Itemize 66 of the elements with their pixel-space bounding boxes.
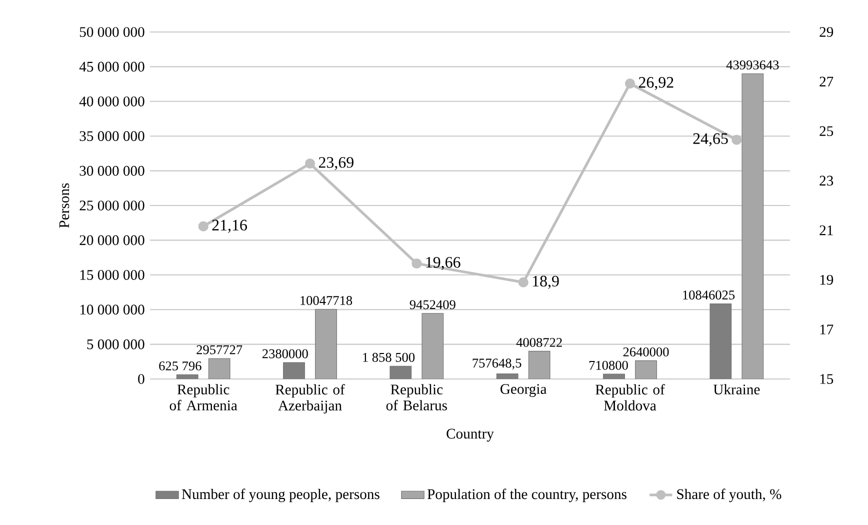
data-label: 9452409: [410, 300, 456, 310]
x-tick-label: Republic of Armenia: [170, 384, 238, 410]
x-tick-label: Republic of Azerbaijan: [276, 384, 345, 414]
data-label: 2640000: [623, 347, 669, 356]
data-label: 2380000: [262, 349, 308, 358]
data-label: 2957727: [196, 345, 242, 354]
y-tick-label: 0: [138, 374, 144, 384]
y2-tick-label: 19: [820, 274, 834, 285]
y-tick-label: 40 000 000: [79, 96, 144, 106]
y-tick-label: 15 000 000: [80, 270, 144, 280]
y2-tick-label: 15: [820, 374, 834, 384]
x-axis-title: Country: [446, 428, 494, 442]
data-label: 10846025: [683, 290, 735, 300]
bar: [422, 313, 444, 379]
point: [732, 134, 742, 145]
y-tick-label: 50 000 000: [80, 27, 144, 37]
bar: [710, 303, 732, 379]
bar: [176, 374, 198, 379]
y2-tick-label: 23: [820, 176, 834, 186]
y2-tick-label: 29: [820, 27, 834, 37]
y-tick-label: 30 000 000: [80, 166, 144, 176]
data-label: 24,65: [693, 133, 728, 146]
bar: [496, 373, 518, 379]
y-tick-label: 25 000 000: [80, 200, 144, 210]
legend-label: Share of youth, %: [677, 488, 782, 502]
x-tick-label: Republic of Moldova: [596, 384, 665, 411]
x-tick-label: Republic of Belarus: [386, 384, 447, 410]
point: [624, 78, 636, 89]
data-label: 757648,5: [472, 358, 522, 370]
point: [518, 277, 528, 288]
x-tick-label: Ukraine: [713, 384, 760, 394]
legend-label: Number of young people, persons: [182, 488, 380, 502]
data-label: 19,66: [426, 256, 460, 270]
data-label: 625 796: [159, 361, 202, 370]
data-label: 1 858 500: [363, 352, 415, 362]
data-label: 23,69: [318, 157, 354, 170]
bar: [742, 73, 764, 379]
data-label: 710800: [589, 360, 628, 370]
y2-tick-label: 25: [820, 126, 834, 136]
y2-tick-label: 21: [820, 225, 833, 236]
data-label: 10047718: [300, 296, 352, 306]
x-tick-label: Georgia: [500, 384, 547, 397]
y-tick-label: 35 000 000: [80, 131, 144, 142]
y-tick-label: 10 000 000: [80, 304, 144, 315]
bar: [315, 309, 337, 379]
point: [304, 158, 316, 169]
point: [198, 221, 208, 232]
data-label: 4008722: [516, 338, 562, 347]
bar: [390, 366, 412, 379]
y-tick-label: 45 000 000: [79, 62, 144, 72]
bar: [528, 350, 550, 379]
y-tick-label: 20 000 000: [80, 235, 144, 246]
legend-label: Population of the country, persons: [427, 488, 626, 502]
bar: [283, 362, 305, 379]
data-label: 21,16: [212, 220, 247, 233]
y-tick-label: 5 000 000: [87, 339, 144, 350]
bar: [635, 360, 657, 379]
data-label: 18,9: [532, 276, 559, 289]
y2-tick-label: 17: [820, 324, 834, 334]
y2-tick-label: 27: [820, 76, 834, 86]
y-axis-title: Persons: [59, 183, 70, 228]
data-label: 43993643: [726, 60, 779, 70]
bar: [603, 374, 625, 379]
bar: [208, 358, 230, 379]
point: [412, 258, 422, 269]
data-label: 26,92: [638, 77, 674, 90]
